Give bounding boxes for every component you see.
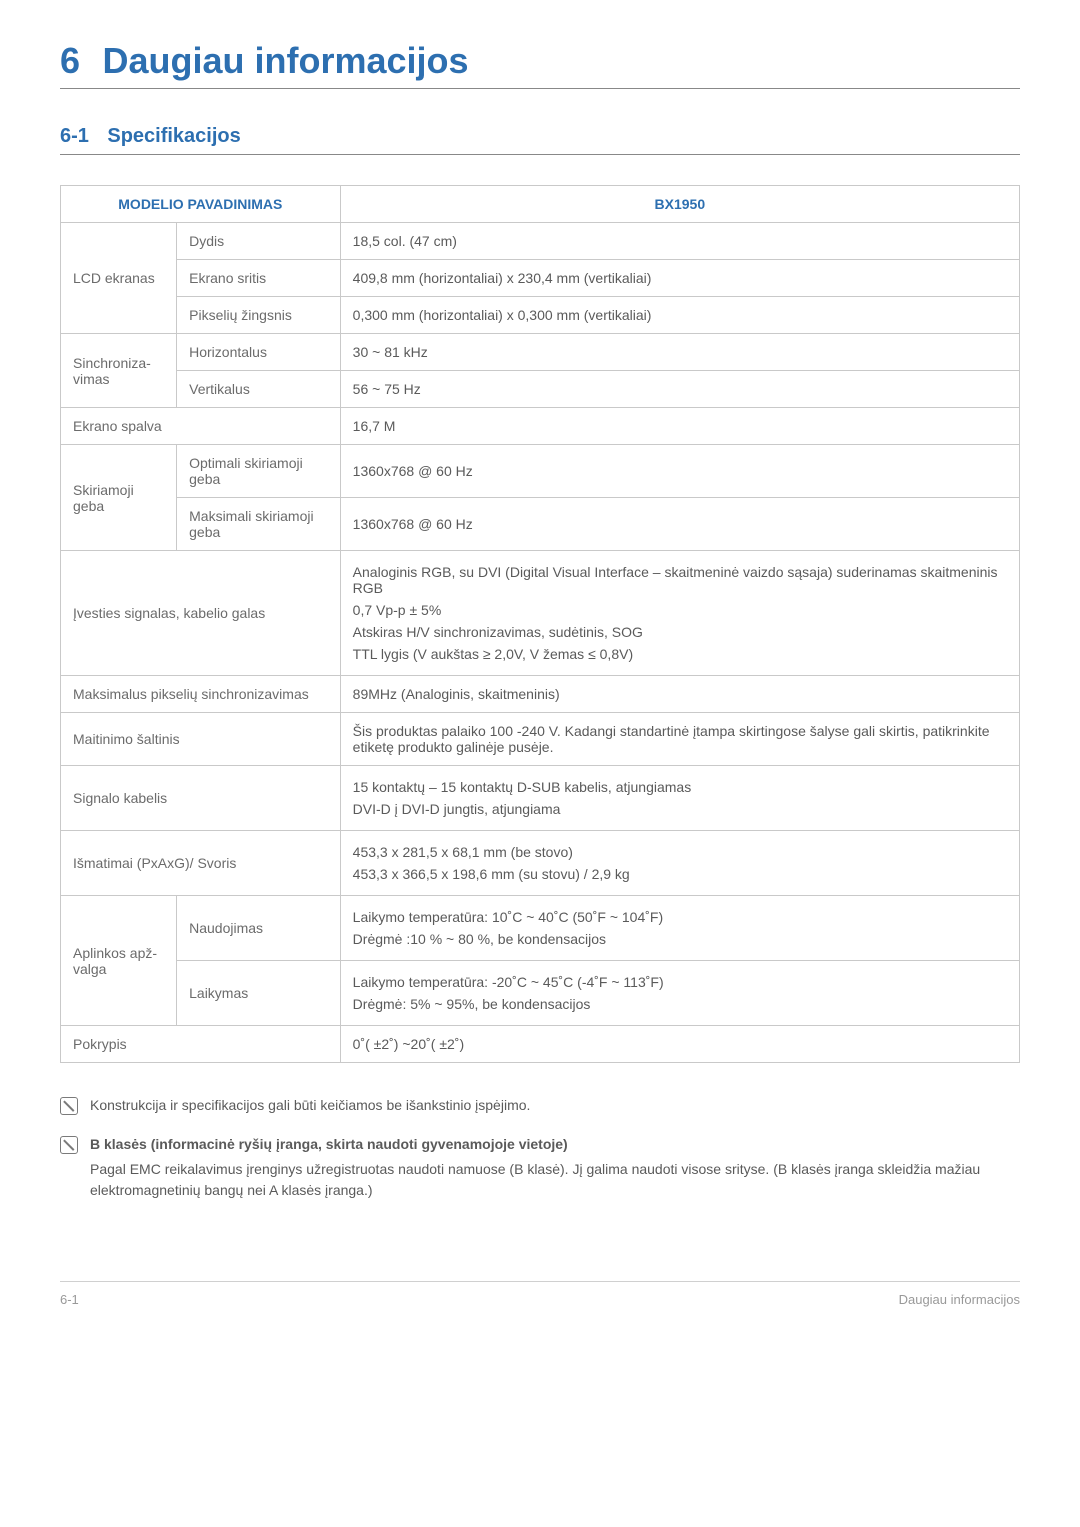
row-value: 0˚( ±2˚) ~20˚( ±2˚) [340,1026,1019,1063]
section-title: 6-1 Specifikacijos [60,125,1020,155]
note-icon [60,1136,78,1154]
row-label: Naudojimas [177,896,341,961]
row-value: 16,7 M [340,408,1019,445]
note-title: B klasės (informacinė ryšių įranga, skir… [90,1134,1020,1155]
table-header-right: BX1950 [340,186,1019,223]
footer-right: Daugiau informacijos [899,1292,1020,1307]
row-full-label: Išmatimai (PxAxG)/ Svoris [61,831,341,896]
row-label: Laikymas [177,961,341,1026]
row-group: Aplinkos apž-valga [61,896,177,1026]
row-value: 89MHz (Analoginis, skaitmeninis) [340,676,1019,713]
table-row: Išmatimai (PxAxG)/ Svoris453,3 x 281,5 x… [61,831,1020,896]
note-icon [60,1097,78,1115]
chapter-title: 6 Daugiau informacijos [60,40,1020,89]
spec-table: MODELIO PAVADINIMAS BX1950 LCD ekranasDy… [60,185,1020,1063]
row-full-label: Ekrano spalva [61,408,341,445]
row-value: 18,5 col. (47 cm) [340,223,1019,260]
row-full-label: Maksimalus pikselių sinchronizavimas [61,676,341,713]
row-label: Maksimali skiriamoji geba [177,498,341,551]
row-value: 1360x768 @ 60 Hz [340,498,1019,551]
note-item: B klasės (informacinė ryšių įranga, skir… [60,1134,1020,1201]
table-row: LaikymasLaikymo temperatūra: -20˚C ~ 45˚… [61,961,1020,1026]
note-item: Konstrukcija ir specifikacijos gali būti… [60,1095,1020,1116]
row-value: 0,300 mm (horizontaliai) x 0,300 mm (ver… [340,297,1019,334]
row-value: 30 ~ 81 kHz [340,334,1019,371]
notes-area: Konstrukcija ir specifikacijos gali būti… [60,1095,1020,1201]
row-full-label: Maitinimo šaltinis [61,713,341,766]
table-row: Maitinimo šaltinisŠis produktas palaiko … [61,713,1020,766]
section-num: 6-1 [60,125,89,147]
row-value: 15 kontaktų – 15 kontaktų D-SUB kabelis,… [340,766,1019,831]
row-value: Šis produktas palaiko 100 -240 V. Kadang… [340,713,1019,766]
section-text: Specifikacijos [107,125,240,147]
table-row: Įvesties signalas, kabelio galasAnalogin… [61,551,1020,676]
note-text: Konstrukcija ir specifikacijos gali būti… [90,1095,530,1116]
row-label: Dydis [177,223,341,260]
row-group: Skiriamoji geba [61,445,177,551]
table-row: Maksimali skiriamoji geba1360x768 @ 60 H… [61,498,1020,551]
footer-left: 6-1 [60,1292,79,1307]
note-body: Konstrukcija ir specifikacijos gali būti… [90,1095,530,1116]
row-label: Ekrano sritis [177,260,341,297]
table-row: Ekrano spalva16,7 M [61,408,1020,445]
table-row: Ekrano sritis409,8 mm (horizontaliai) x … [61,260,1020,297]
note-body: Pagal EMC reikalavimus įrenginys užregis… [90,1159,1020,1201]
chapter-num: 6 [60,40,80,81]
row-label: Pikselių žingsnis [177,297,341,334]
chapter-text: Daugiau informacijos [102,40,468,81]
row-full-label: Pokrypis [61,1026,341,1063]
table-row: Pikselių žingsnis0,300 mm (horizontaliai… [61,297,1020,334]
table-row: Skiriamoji gebaOptimali skiriamoji geba1… [61,445,1020,498]
row-value: Analoginis RGB, su DVI (Digital Visual I… [340,551,1019,676]
page-footer: 6-1 Daugiau informacijos [60,1281,1020,1307]
row-label: Optimali skiriamoji geba [177,445,341,498]
row-label: Vertikalus [177,371,341,408]
note-text: B klasės (informacinė ryšių įranga, skir… [90,1134,1020,1201]
row-value: 56 ~ 75 Hz [340,371,1019,408]
row-value: 409,8 mm (horizontaliai) x 230,4 mm (ver… [340,260,1019,297]
table-row: Maksimalus pikselių sinchronizavimas89MH… [61,676,1020,713]
row-value: 453,3 x 281,5 x 68,1 mm (be stovo)453,3 … [340,831,1019,896]
table-row: Sinchroniza-vimasHorizontalus30 ~ 81 kHz [61,334,1020,371]
row-value: 1360x768 @ 60 Hz [340,445,1019,498]
row-group: LCD ekranas [61,223,177,334]
table-header-left: MODELIO PAVADINIMAS [61,186,341,223]
table-row: Aplinkos apž-valgaNaudojimasLaikymo temp… [61,896,1020,961]
row-value: Laikymo temperatūra: -20˚C ~ 45˚C (-4˚F … [340,961,1019,1026]
row-label: Horizontalus [177,334,341,371]
table-row: Vertikalus56 ~ 75 Hz [61,371,1020,408]
row-full-label: Signalo kabelis [61,766,341,831]
table-row: Signalo kabelis15 kontaktų – 15 kontaktų… [61,766,1020,831]
table-row: Pokrypis0˚( ±2˚) ~20˚( ±2˚) [61,1026,1020,1063]
table-row: LCD ekranasDydis18,5 col. (47 cm) [61,223,1020,260]
row-value: Laikymo temperatūra: 10˚C ~ 40˚C (50˚F ~… [340,896,1019,961]
row-group: Sinchroniza-vimas [61,334,177,408]
row-full-label: Įvesties signalas, kabelio galas [61,551,341,676]
